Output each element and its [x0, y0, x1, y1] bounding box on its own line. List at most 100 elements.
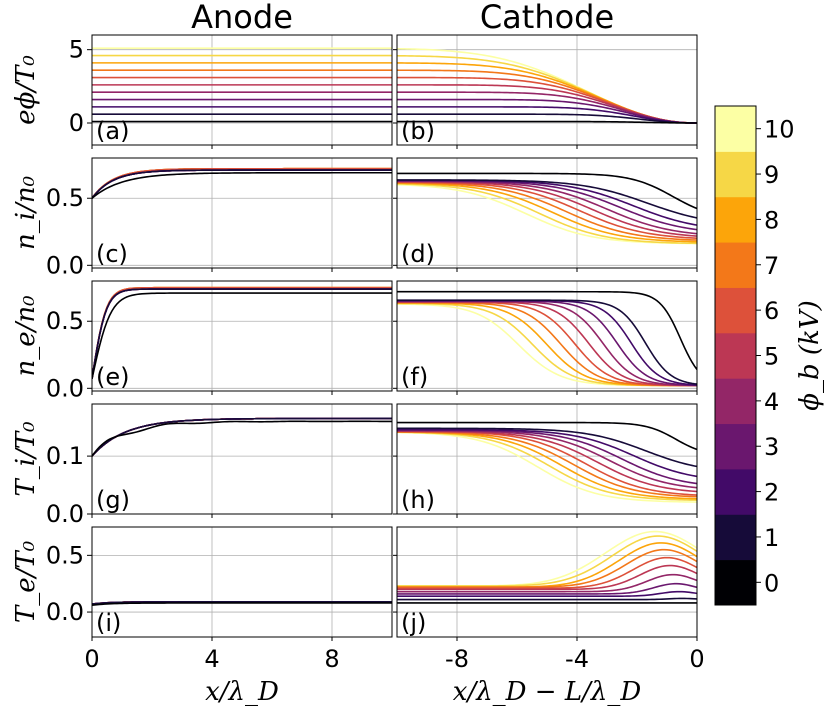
row-ylabel-0: eϕ/T₀ [11, 55, 41, 125]
colorbar-tick-label: 10 [764, 116, 795, 144]
x-tick-label: 8 [324, 645, 339, 673]
series-line-0kV [92, 171, 392, 199]
series-line-4kV [92, 417, 392, 457]
series-line-5kV [92, 417, 392, 457]
row-ylabel-2: n_e/n₀ [11, 295, 41, 377]
series-line-2kV [92, 169, 392, 199]
series-line-8kV [92, 417, 392, 457]
series-line-0kV [92, 602, 392, 607]
row-ylabel-3: T_i/T₀ [11, 421, 41, 497]
panel-label: (a) [96, 117, 129, 145]
colorbar-tick-label: 0 [764, 569, 779, 597]
series-line-3kV [397, 98, 697, 124]
series-line-1kV [92, 169, 392, 199]
x-tick-label: 0 [84, 645, 99, 673]
column-xlabel-0: x/λ_D [205, 677, 279, 707]
series-line-1kV [92, 417, 392, 457]
panel-b: (b) [393, 34, 698, 149]
series-line-5kV [92, 169, 392, 199]
series-line-4kV [397, 180, 697, 235]
panel-label: (d) [401, 240, 435, 268]
panel-i: 0.0 0.5 0 4 8 (i) [46, 526, 393, 673]
panel-h: (h) [393, 403, 698, 518]
series-line-10kV [397, 530, 697, 587]
y-tick-label: 0 [69, 109, 84, 137]
colorbar-tick-label: 7 [764, 252, 779, 280]
column-xlabel-1: x/λ_D − L/λ_D [453, 677, 642, 707]
colorbar-swatch-0 [715, 559, 756, 606]
series-line-9kV [92, 417, 392, 457]
colorbar-tick-label: 3 [764, 433, 779, 461]
series-line-6kV [92, 286, 392, 379]
series-line-4kV [397, 300, 697, 387]
axes-frame [396, 280, 698, 392]
axes-frame [396, 34, 698, 146]
series-line-10kV [92, 286, 392, 379]
series-line-8kV [92, 286, 392, 379]
series-line-7kV [397, 431, 697, 498]
column-title-1: Cathode [480, 0, 614, 36]
y-tick-label: 0.5 [46, 307, 84, 335]
y-tick-label: 5 [69, 36, 84, 64]
series-line-1kV [397, 179, 697, 219]
series-line-3kV [92, 169, 392, 199]
colorbar-tick-label: 1 [764, 524, 779, 552]
panel-label: (j) [401, 609, 426, 637]
y-tick-label: 0.0 [46, 500, 84, 528]
series-line-9kV [397, 535, 697, 587]
colorbar-swatch-2 [715, 468, 756, 515]
colorbar-frame [714, 105, 757, 606]
series-line-2kV [397, 428, 697, 478]
colorbar-tick-label: 6 [764, 297, 779, 325]
y-tick-label: 0.0 [46, 251, 84, 279]
colorbar-tick-label: 8 [764, 206, 779, 234]
column-titles: Anode Cathode [191, 0, 614, 36]
panel-label: (b) [401, 117, 435, 145]
series-line-3kV [92, 288, 392, 379]
row-y-labels: eϕ/T₀ n_i/n₀ n_e/n₀ T_i/T₀ T_e/T₀ [11, 55, 41, 624]
series-line-7kV [92, 286, 392, 379]
panel-label: (f) [401, 363, 428, 391]
series-line-10kV [397, 47, 697, 124]
y-tick-label: 0.1 [46, 442, 84, 470]
colorbar-tick-label: 9 [764, 161, 779, 189]
panel-label: (g) [96, 486, 130, 514]
axes-frame [91, 280, 393, 392]
series-line-0kV [397, 290, 697, 370]
colorbar: 0 1 2 3 4 5 6 7 8 9 10 ϕ_b (kV) [714, 105, 825, 606]
panel-a: 0 5 (a) [69, 34, 393, 149]
colorbar-swatch-9 [715, 151, 756, 198]
axes-frame [91, 403, 393, 515]
panel-c: 0.0 0.5 (c) [46, 157, 393, 279]
axes-frame [396, 403, 698, 515]
series-line-4kV [92, 169, 392, 199]
series-line-2kV [397, 590, 697, 597]
series-line-0kV [92, 292, 392, 379]
panel-d: (d) [393, 157, 698, 272]
series-line-0kV [397, 120, 697, 124]
x-tick-label: 4 [204, 645, 219, 673]
y-tick-label: 0.5 [46, 184, 84, 212]
x-tick-label: -4 [565, 645, 589, 673]
series-line-6kV [397, 556, 697, 590]
colorbar-swatch-3 [715, 423, 756, 470]
series-line-0kV [397, 421, 697, 451]
series-line-0kV [92, 420, 392, 457]
colorbar-swatch-1 [715, 514, 756, 561]
panel-label: (i) [96, 609, 121, 637]
panel-e: 0.0 0.5 (e) [46, 280, 393, 402]
series-line-2kV [397, 299, 697, 386]
colorbar-swatch-10 [715, 106, 756, 152]
series-line-6kV [92, 167, 392, 199]
series-line-1kV [397, 597, 697, 601]
axes-frame [91, 157, 393, 269]
series-line-1kV [397, 113, 697, 124]
axes-frame [91, 34, 393, 146]
series-line-7kV [92, 417, 392, 457]
series-line-7kV [397, 181, 697, 241]
panel-g: 0.0 0.1 (g) [46, 403, 393, 528]
colorbar-swatch-7 [715, 242, 756, 288]
series-line-7kV [397, 548, 697, 588]
column-x-labels: x/λ_D x/λ_D − L/λ_D [205, 677, 641, 707]
colorbar-label: ϕ_b (kV) [795, 300, 825, 410]
